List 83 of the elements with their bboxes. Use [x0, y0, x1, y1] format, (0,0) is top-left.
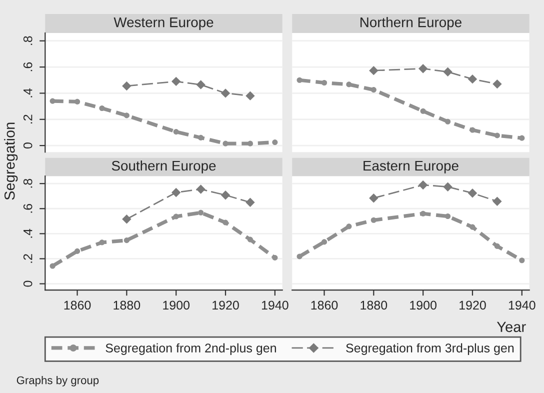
x-tick-label: 1940: [508, 300, 536, 310]
y-tick-label: 0: [23, 280, 32, 287]
point: [369, 194, 378, 203]
point: [370, 87, 376, 93]
y-axis-title: Segregation: [4, 122, 18, 200]
point: [246, 198, 255, 207]
point: [171, 76, 181, 86]
point: [296, 254, 302, 260]
y-tick-label: .4: [24, 228, 32, 238]
point: [222, 220, 228, 226]
point: [346, 82, 352, 88]
point: [173, 214, 179, 220]
point: [519, 135, 525, 141]
point: [247, 236, 253, 242]
y-tick-label: .4: [24, 88, 32, 98]
point: [296, 77, 302, 83]
x-tick-label: 1900: [410, 300, 436, 310]
x-axis-title: Year: [496, 322, 526, 332]
point: [470, 127, 476, 133]
point: [99, 240, 105, 246]
y-tick-label: .8: [23, 36, 32, 45]
point: [50, 98, 56, 104]
x-tick-label: 1920: [460, 300, 486, 310]
point: [246, 91, 255, 100]
point: [445, 118, 451, 124]
point: [220, 88, 230, 98]
x-tick-label: 1920: [212, 300, 239, 310]
y-tick-label: .6: [23, 62, 32, 72]
chart-title: Western Europe: [114, 18, 214, 30]
point: [468, 188, 478, 198]
point: [196, 80, 206, 90]
point: [122, 214, 132, 224]
point: [494, 243, 500, 249]
point: [50, 263, 56, 269]
point: [370, 217, 376, 223]
chart-title: Northern Europe: [360, 17, 462, 30]
point: [468, 74, 478, 84]
x-tick-label: 1860: [64, 300, 91, 310]
point: [445, 213, 451, 220]
x-tick-label: 1880: [114, 300, 140, 310]
point: [74, 248, 80, 254]
point: [171, 188, 181, 198]
point: [443, 67, 452, 76]
point: [198, 134, 204, 140]
point: [346, 224, 352, 230]
point: [492, 79, 502, 89]
point: [420, 108, 426, 114]
x-tick-label: 1880: [360, 300, 388, 310]
y-tick-label: .2: [23, 114, 32, 124]
point: [369, 66, 378, 76]
point: [122, 81, 132, 91]
y-tick-label: 0: [23, 142, 32, 149]
point: [519, 258, 525, 264]
point: [173, 129, 179, 135]
point: [222, 140, 228, 146]
x-tick-label: 1940: [262, 300, 288, 310]
point: [272, 140, 278, 146]
point: [272, 254, 278, 260]
x-tick-label: 1860: [311, 300, 338, 310]
y-tick-label: .2: [23, 254, 32, 263]
point: [321, 239, 328, 245]
point: [124, 238, 130, 244]
point: [321, 80, 328, 86]
y-tick-label: .6: [23, 204, 32, 213]
point: [443, 182, 452, 192]
point: [418, 64, 428, 74]
text: Graphs by group: [16, 376, 99, 386]
point: [418, 180, 428, 190]
point: [494, 132, 500, 138]
x-tick-label: 1900: [163, 300, 190, 310]
chart-title: Southern Europe: [112, 160, 216, 174]
point: [198, 210, 204, 216]
point: [124, 112, 130, 118]
point: [492, 196, 502, 206]
legend-label: Segregation from 3rd-plus gen: [346, 343, 514, 355]
chart-title: Eastern Europe: [364, 160, 458, 174]
point: [420, 210, 426, 216]
point: [470, 224, 476, 230]
legend-label: Segregation from 2nd-plus gen: [106, 343, 276, 355]
point: [196, 184, 206, 194]
y-tick-label: .8: [23, 178, 32, 188]
point: [220, 190, 230, 200]
point: [99, 105, 105, 112]
